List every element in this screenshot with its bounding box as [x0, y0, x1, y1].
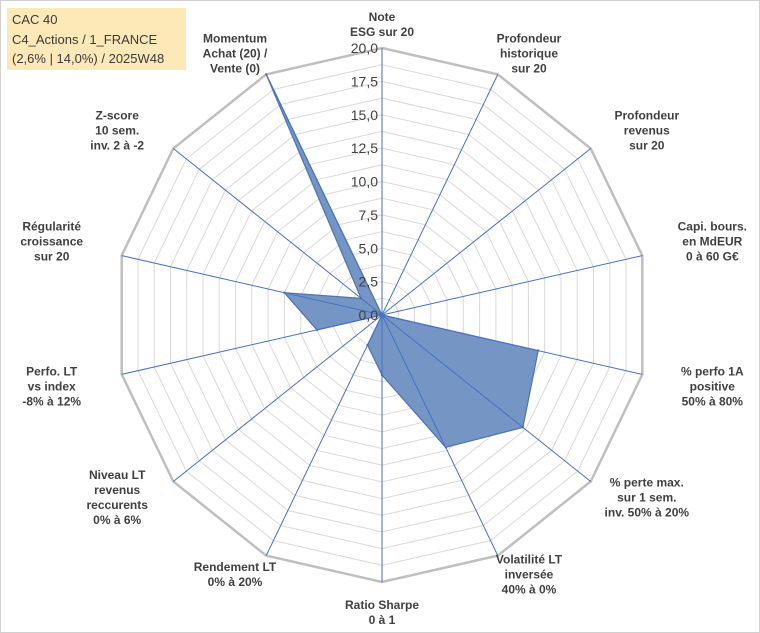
radar-data-point: [366, 343, 369, 347]
radar-data-point: [537, 349, 540, 352]
title-line-index: CAC 40: [12, 12, 58, 27]
radar-axis-label-line: croissance: [20, 234, 83, 248]
radar-spoke: [265, 74, 383, 316]
radar-spoke: [121, 314, 383, 375]
radial-tick-label: 17,5: [351, 73, 378, 89]
radar-axis-label-line: Volatilité LT: [496, 553, 563, 567]
radial-tick-label: 15,0: [351, 107, 378, 123]
radar-spoke: [381, 314, 592, 482]
radar-axis-label-line: % perte max.: [610, 476, 684, 490]
radar-axis-label-line: 0 à 1: [369, 613, 396, 627]
radial-tick-label: 7,5: [359, 207, 379, 223]
radar-axis-label-line: 0% à 6%: [93, 513, 141, 527]
radar-data-point: [380, 313, 384, 317]
chart-title-box: CAC 40 C4_Actions / 1_FRANCE (2,6% | 14,…: [7, 8, 186, 70]
radar-spoke: [172, 148, 383, 316]
radial-tick-label: 20,0: [351, 40, 378, 56]
radar-axis-label-line: -8% à 12%: [22, 395, 81, 409]
radar-axis-label-line: 0% à 20%: [208, 575, 263, 589]
radar-spoke: [381, 148, 592, 316]
radar-axis-label-line: Rendement LT: [194, 560, 277, 574]
radar-axis-label-line: ESG sur 20: [350, 25, 414, 39]
radar-axis-label: Régularité croissance sur 20: [20, 219, 83, 263]
radar-axis-label-line: Régularité: [22, 219, 81, 233]
radar-data-point: [359, 297, 363, 300]
title-line-range-week: (2,6% | 14,0%) / 2025W48: [12, 51, 165, 66]
radar-spoke: [381, 74, 499, 316]
radar-data-point: [265, 73, 268, 76]
radar-data-point: [521, 426, 525, 429]
radar-axis-label-line: Profondeur: [614, 108, 679, 122]
radar-data-point: [444, 446, 447, 449]
radar-spoke: [172, 314, 383, 482]
radar-axis-label: Ratio Sharpe 0 à 1: [345, 598, 419, 627]
radial-tick-label: 10,0: [351, 174, 378, 190]
radar-axis-label-line: Profondeur: [497, 31, 562, 45]
title-line-category: C4_Actions / 1_FRANCE: [12, 31, 158, 47]
radar-axis-label-line: sur 20: [629, 138, 665, 152]
radar-axis-label: Rendement LT 0% à 20%: [194, 560, 277, 589]
radar-axis-label: Momentum Achat (20) / Vente (0): [203, 31, 268, 75]
radar-axis-label-line: 0 à 60 G€: [686, 249, 739, 263]
radar-axis-label-line: sur 1 sem.: [617, 491, 676, 505]
radar-spoke: [381, 314, 643, 375]
radar-axis-label-line: inversée: [505, 568, 554, 582]
radar-axis-label-line: revenus: [624, 123, 670, 137]
radar-axis-label: % perte max. sur 1 sem. inv. 50% à 20%: [605, 476, 690, 520]
radar-axis-label-line: Perfo. LT: [26, 365, 78, 379]
radar-axis-label-line: inv. 2 à -2: [90, 138, 144, 152]
radar-axis-label-line: 40% à 0%: [502, 583, 557, 597]
radar-axis-label: Profondeur revenus sur 20: [614, 108, 679, 152]
radar-axis-label-line: inv. 50% à 20%: [605, 506, 690, 520]
radar-axis-label-line: sur 20: [34, 249, 70, 263]
radial-tick-label: 12,5: [351, 140, 378, 156]
radar-axis-label-line: historique: [500, 46, 558, 60]
radar-axis-label: Niveau LT revenus reccurents 0% à 6%: [87, 468, 149, 527]
radar-axis-label-line: Achat (20) /: [203, 46, 268, 60]
radar-axis-label: Note ESG sur 20: [350, 10, 414, 39]
radar-axis-label-line: Capi. bours.: [678, 219, 747, 233]
radar-data-point: [380, 373, 384, 377]
radar-axis-label-line: Momentum: [203, 31, 267, 45]
radar-axis-label-line: Note: [369, 10, 396, 24]
radar-spoke: [121, 255, 383, 316]
radar-spoke: [381, 314, 499, 556]
radar-axis-label: % perfo 1A positive 50% à 80%: [681, 365, 744, 409]
radial-tick-label: 2,5: [359, 274, 379, 290]
radar-axis-label-line: en MdEUR: [682, 234, 742, 248]
radar-spoke: [381, 255, 643, 316]
radial-tick-label: 0,0: [359, 307, 379, 323]
radar-axis-label: Perfo. LT vs index -8% à 12%: [22, 365, 81, 409]
radar-series-area: [265, 74, 539, 448]
radar-axis-label-line: 10 sem.: [95, 123, 139, 137]
radar-axis-label-line: vs index: [28, 380, 76, 394]
radial-tick-label: 5,0: [359, 240, 379, 256]
radar-axis-label-line: % perfo 1A: [681, 365, 744, 379]
radar-axis-label-line: positive: [690, 380, 736, 394]
radar-data-point: [315, 328, 319, 332]
radar-data-point: [283, 291, 286, 294]
radar-axis-label-line: sur 20: [511, 61, 547, 75]
radar-axis-label: Profondeur historique sur 20: [497, 31, 562, 75]
radar-axis-label-line: Niveau LT: [89, 468, 146, 482]
radar-axis-label-line: Vente (0): [210, 61, 260, 75]
radar-axis-label-line: 50% à 80%: [682, 395, 744, 409]
radar-axis-label: Volatilité LT inversée 40% à 0%: [496, 553, 563, 597]
radar-axis-label-line: reccurents: [87, 498, 149, 512]
radar-axis-label: Z-score 10 sem. inv. 2 à -2: [90, 108, 144, 152]
radar-axis-label-line: Z-score: [96, 108, 140, 122]
radar-axis-label-line: revenus: [94, 483, 140, 497]
radar-axis-label: Capi. bours. en MdEUR 0 à 60 G€: [678, 219, 747, 263]
radar-axis-label-line: Ratio Sharpe: [345, 598, 419, 612]
radar-spoke: [265, 314, 383, 556]
